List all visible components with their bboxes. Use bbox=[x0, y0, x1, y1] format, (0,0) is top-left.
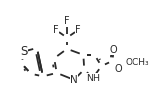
Text: F: F bbox=[75, 25, 81, 35]
Text: OCH₃: OCH₃ bbox=[125, 58, 149, 67]
Text: NH: NH bbox=[86, 74, 100, 83]
Text: F: F bbox=[53, 25, 59, 35]
Text: F: F bbox=[64, 16, 70, 26]
Text: S: S bbox=[20, 45, 28, 58]
Text: O: O bbox=[115, 64, 122, 74]
Text: O: O bbox=[110, 45, 117, 55]
Text: N: N bbox=[70, 75, 78, 85]
